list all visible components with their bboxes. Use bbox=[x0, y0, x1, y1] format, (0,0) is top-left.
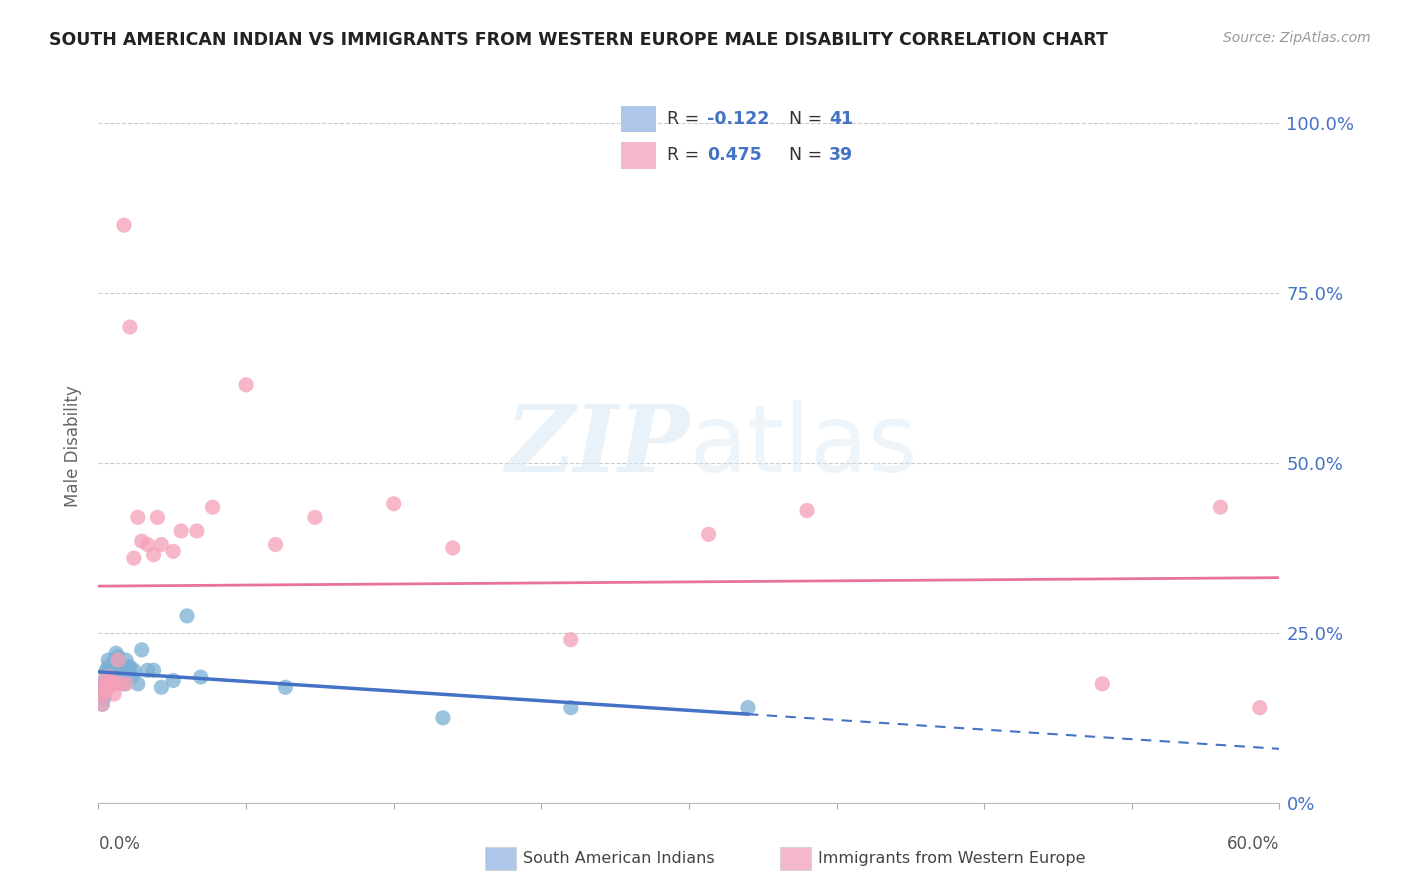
Point bbox=[122, 551, 145, 566]
Point bbox=[115, 653, 138, 667]
Point bbox=[112, 677, 135, 691]
Point bbox=[93, 683, 115, 698]
Point bbox=[107, 663, 129, 677]
Point bbox=[441, 541, 464, 555]
Point bbox=[103, 653, 125, 667]
Point bbox=[136, 663, 159, 677]
Point bbox=[1209, 500, 1232, 515]
Point bbox=[93, 690, 115, 705]
Point bbox=[796, 503, 818, 517]
Point bbox=[98, 677, 121, 691]
Point bbox=[150, 537, 173, 551]
Point bbox=[103, 660, 125, 674]
Point bbox=[112, 218, 135, 232]
Point bbox=[108, 660, 131, 674]
Point bbox=[1249, 700, 1271, 714]
Point bbox=[150, 680, 173, 694]
Point bbox=[201, 500, 224, 515]
Point bbox=[1091, 677, 1114, 691]
Point bbox=[96, 680, 118, 694]
Point bbox=[96, 663, 118, 677]
Point bbox=[98, 677, 121, 691]
Point bbox=[108, 677, 131, 691]
Point bbox=[264, 537, 287, 551]
Text: Immigrants from Western Europe: Immigrants from Western Europe bbox=[818, 851, 1085, 865]
Point bbox=[737, 700, 759, 714]
Text: atlas: atlas bbox=[689, 400, 917, 492]
Point bbox=[274, 680, 297, 694]
Point bbox=[382, 497, 405, 511]
Point bbox=[122, 663, 145, 677]
Point bbox=[162, 544, 184, 558]
Point bbox=[96, 666, 118, 681]
Point bbox=[560, 632, 582, 647]
Point bbox=[697, 527, 720, 541]
Text: ZIP: ZIP bbox=[505, 401, 689, 491]
Point bbox=[432, 711, 454, 725]
Point bbox=[136, 537, 159, 551]
Point bbox=[131, 534, 153, 549]
Text: 0.0%: 0.0% bbox=[98, 835, 141, 853]
Y-axis label: Male Disability: Male Disability bbox=[65, 385, 83, 507]
Text: South American Indians: South American Indians bbox=[523, 851, 714, 865]
Point bbox=[91, 677, 114, 691]
Point bbox=[93, 677, 115, 691]
Point bbox=[98, 670, 121, 684]
Point bbox=[101, 670, 124, 684]
Point bbox=[91, 698, 114, 712]
Text: SOUTH AMERICAN INDIAN VS IMMIGRANTS FROM WESTERN EUROPE MALE DISABILITY CORRELAT: SOUTH AMERICAN INDIAN VS IMMIGRANTS FROM… bbox=[49, 31, 1108, 49]
Point bbox=[97, 653, 120, 667]
Point bbox=[98, 663, 121, 677]
Point bbox=[121, 670, 143, 684]
Point bbox=[142, 663, 165, 677]
Text: 60.0%: 60.0% bbox=[1227, 835, 1279, 853]
Point bbox=[111, 666, 134, 681]
Point bbox=[131, 643, 153, 657]
Point bbox=[560, 700, 582, 714]
Point bbox=[101, 663, 124, 677]
Point bbox=[190, 670, 212, 684]
Point bbox=[103, 687, 125, 701]
Point bbox=[96, 670, 118, 684]
Point bbox=[176, 608, 198, 623]
Point bbox=[97, 660, 120, 674]
Point bbox=[101, 677, 124, 691]
Point bbox=[89, 687, 111, 701]
Point bbox=[93, 677, 115, 691]
Point bbox=[89, 677, 111, 691]
Point bbox=[142, 548, 165, 562]
Point bbox=[304, 510, 326, 524]
Point bbox=[107, 653, 129, 667]
Point bbox=[97, 677, 120, 691]
Point bbox=[117, 660, 139, 674]
Text: Source: ZipAtlas.com: Source: ZipAtlas.com bbox=[1223, 31, 1371, 45]
Point bbox=[118, 320, 141, 334]
Point bbox=[146, 510, 169, 524]
Point bbox=[162, 673, 184, 688]
Point bbox=[118, 660, 141, 674]
Point bbox=[127, 510, 149, 524]
Point bbox=[96, 683, 118, 698]
Point bbox=[93, 683, 115, 698]
Point bbox=[105, 677, 128, 691]
Point bbox=[235, 377, 257, 392]
Point bbox=[97, 677, 120, 691]
Point bbox=[127, 677, 149, 691]
Point bbox=[91, 698, 114, 712]
Point bbox=[170, 524, 193, 538]
Point bbox=[105, 646, 128, 660]
Point bbox=[115, 677, 138, 691]
Point bbox=[107, 649, 129, 664]
Point bbox=[186, 524, 208, 538]
